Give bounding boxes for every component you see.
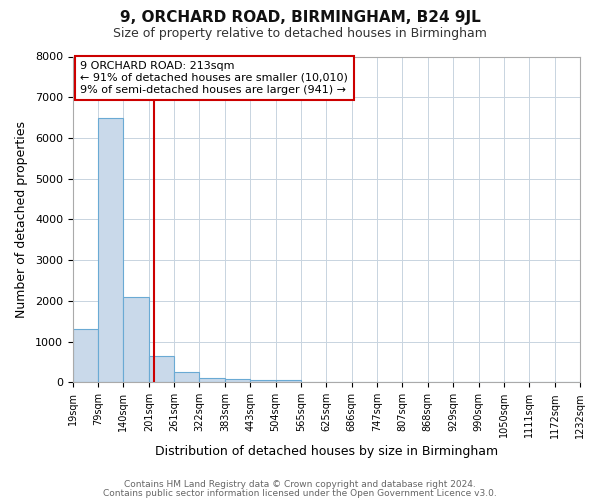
Text: Contains HM Land Registry data © Crown copyright and database right 2024.: Contains HM Land Registry data © Crown c… [124,480,476,489]
Text: 9, ORCHARD ROAD, BIRMINGHAM, B24 9JL: 9, ORCHARD ROAD, BIRMINGHAM, B24 9JL [119,10,481,25]
Bar [225,380,250,382]
Text: Size of property relative to detached houses in Birmingham: Size of property relative to detached ho… [113,28,487,40]
Bar [98,118,124,382]
Bar [73,330,98,382]
Bar [124,297,149,382]
Bar [149,356,174,382]
Y-axis label: Number of detached properties: Number of detached properties [15,121,28,318]
Bar [199,378,225,382]
X-axis label: Distribution of detached houses by size in Birmingham: Distribution of detached houses by size … [155,444,498,458]
Bar [275,380,301,382]
Bar [174,372,199,382]
Bar [250,380,275,382]
Text: Contains public sector information licensed under the Open Government Licence v3: Contains public sector information licen… [103,488,497,498]
Text: 9 ORCHARD ROAD: 213sqm
← 91% of detached houses are smaller (10,010)
9% of semi-: 9 ORCHARD ROAD: 213sqm ← 91% of detached… [80,62,348,94]
